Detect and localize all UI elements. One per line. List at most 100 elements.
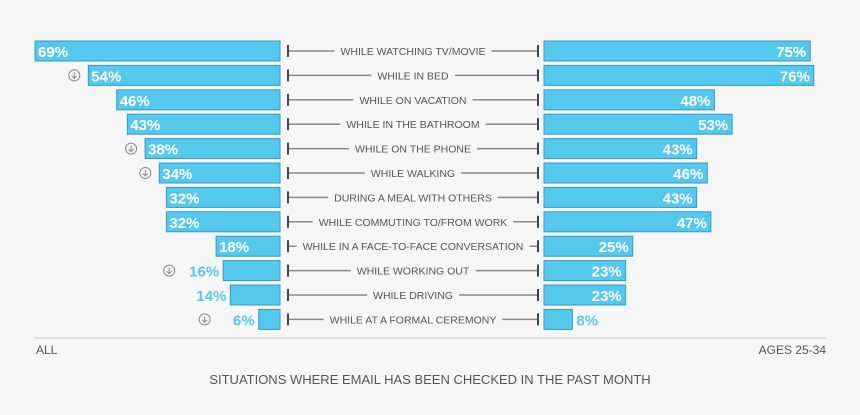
category-label-bg [334, 45, 492, 59]
chart-title: SITUATIONS WHERE EMAIL HAS BEEN CHECKED … [209, 372, 650, 387]
right-value-label: 47% [677, 215, 707, 232]
left-bar [215, 235, 281, 257]
category-label-bg [328, 191, 498, 206]
left-value-label: 46% [120, 93, 150, 110]
category-label: WHILE IN THE BATHROOM [346, 119, 479, 131]
category-label: WHILE AT A FORMAL CEREMONY [330, 314, 497, 326]
down-arrow-circle-icon [198, 313, 211, 326]
right-bar [543, 260, 627, 282]
icon-arrow [166, 267, 173, 275]
left-bar [144, 138, 281, 160]
icon-arrow [201, 316, 208, 324]
chart-row: 69% 75% WHILE WATCHING TV/MOVIE [34, 40, 811, 62]
chart-rows: 69% 75% WHILE WATCHING TV/MOVIE 54% 76% WHILE… [34, 40, 815, 330]
down-arrow-circle-icon [68, 69, 81, 82]
category-label: WHILE ON VACATION [360, 95, 467, 107]
category-label-bg [371, 69, 456, 84]
left-value-label: 32% [169, 215, 199, 232]
right-value-label: 43% [663, 142, 693, 159]
right-bar [543, 40, 811, 62]
category-label: WHILE IN BED [377, 70, 449, 82]
chart-row: 32% 43% DURING A MEAL WITH OTHERS [165, 186, 698, 208]
left-value-label: 43% [130, 117, 160, 134]
right-bar [543, 186, 698, 208]
right-value-label: 53% [698, 117, 728, 134]
chart-row: 38% 43% WHILE ON THE PHONE [125, 138, 698, 160]
left-value-label: 34% [162, 166, 192, 183]
left-value-label: 14% [196, 288, 226, 305]
chart-row: 18% 25% WHILE IN A FACE-TO-FACE CONVERSATI… [215, 235, 634, 257]
category-label-bg [323, 313, 503, 328]
left-bar [229, 284, 281, 306]
icon-circle [139, 167, 152, 179]
left-value-label: 6% [233, 312, 255, 329]
down-arrow-circle-icon [139, 167, 152, 179]
right-value-label: 75% [776, 44, 806, 61]
right-value-label: 25% [599, 239, 629, 256]
chart-row: 16% 23% WHILE WORKING OUT [163, 260, 627, 282]
right-bar [543, 211, 712, 233]
category-label: WHILE WALKING [371, 168, 455, 180]
right-value-label: 46% [673, 166, 703, 183]
category-label-bg [367, 289, 459, 303]
icon-circle [198, 313, 211, 326]
left-value-label: 16% [189, 264, 219, 281]
category-label-bg [296, 240, 530, 255]
category-label: WHILE IN A FACE-TO-FACE CONVERSATION [303, 241, 524, 253]
icon-circle [68, 69, 81, 82]
icon-circle [125, 142, 138, 155]
icon-arrow [142, 170, 149, 177]
left-bar [258, 308, 281, 330]
right-bar [543, 89, 715, 111]
right-bar [543, 113, 733, 135]
left-value-label: 38% [148, 142, 178, 159]
category-label: DURING A MEAL WITH OTHERS [334, 192, 492, 204]
right-bar [543, 284, 627, 306]
right-bar [543, 308, 573, 330]
right-bar [543, 138, 698, 160]
icon-arrow [128, 145, 134, 153]
right-value-label: 76% [780, 68, 810, 85]
right-bar [543, 64, 815, 86]
down-arrow-circle-icon [125, 142, 138, 155]
category-label: WHILE WATCHING TV/MOVIE [340, 46, 485, 58]
category-label: WHILE WORKING OUT [357, 266, 470, 278]
icon-circle [163, 264, 176, 277]
chart-row: 46% 48% WHILE ON VACATION [116, 89, 715, 111]
chart-row: 14% 23% WHILE DRIVING [196, 284, 627, 306]
category-label: WHILE COMMUTING TO/FROM WORK [319, 217, 508, 229]
right-value-label: 8% [576, 312, 598, 329]
left-value-label: 69% [38, 44, 68, 61]
category-label: WHILE ON THE PHONE [355, 144, 471, 156]
category-label-bg [349, 142, 477, 157]
right-value-label: 23% [592, 288, 622, 305]
chart-row: 43% 53% WHILE IN THE BATHROOM [126, 113, 733, 135]
left-series-label: ALL [36, 343, 58, 357]
category-label-bg [340, 118, 486, 133]
down-arrow-circle-icon [163, 264, 176, 277]
category-label-bg [350, 264, 476, 279]
right-series-label: AGES 25-34 [759, 343, 827, 357]
left-bar [165, 186, 281, 208]
left-bar [34, 40, 281, 62]
left-bar [126, 113, 281, 135]
category-label-bg [364, 167, 462, 181]
right-bar [543, 235, 634, 257]
category-label-bg [312, 215, 514, 230]
chart-row: 6% 8% WHILE AT A FORMAL CEREMONY [198, 308, 598, 330]
chart-row: 54% 76% WHILE IN BED [68, 64, 815, 86]
chart-row: 34% 46% WHILE WALKING [139, 162, 708, 184]
left-value-label: 54% [91, 68, 121, 85]
right-bar [543, 162, 708, 184]
right-value-label: 43% [663, 190, 693, 207]
left-bar [87, 64, 281, 86]
left-value-label: 18% [219, 239, 249, 256]
chart-row: 32% 47% WHILE COMMUTING TO/FROM WORK [165, 211, 712, 233]
left-bar [116, 89, 281, 111]
right-value-label: 48% [680, 93, 710, 110]
left-bar [222, 260, 281, 282]
left-bar [165, 211, 281, 233]
right-value-label: 23% [592, 264, 622, 281]
left-value-label: 32% [169, 190, 199, 207]
